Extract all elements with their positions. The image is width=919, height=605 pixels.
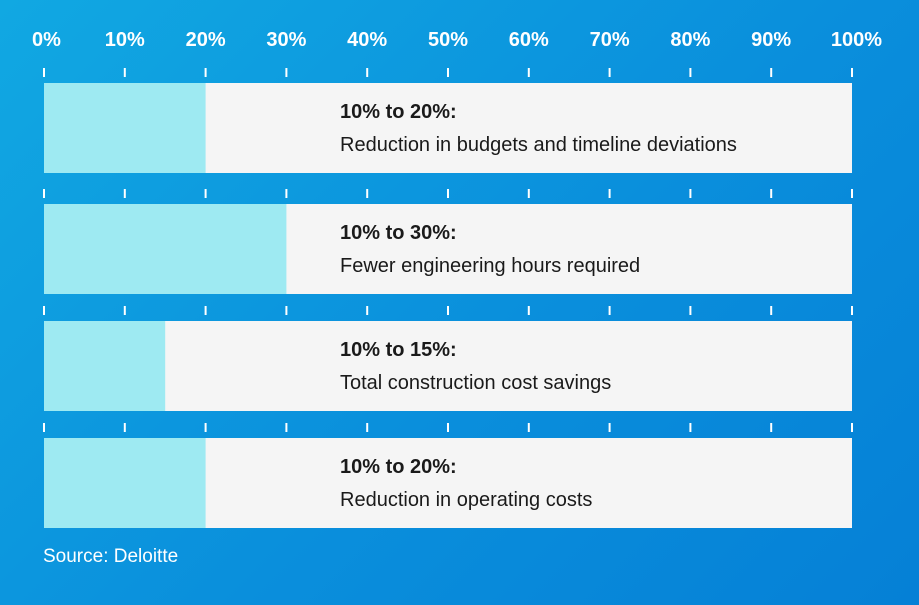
bar-fill: [44, 83, 206, 173]
bar-fill: [44, 204, 287, 294]
bar-track: [44, 321, 852, 411]
bar-description: Fewer engineering hours required: [340, 255, 640, 277]
bar-range-label: 10% to 20%:: [340, 101, 457, 123]
bar-description: Reduction in operating costs: [340, 489, 592, 511]
bar-range-label: 10% to 20%:: [340, 456, 457, 478]
x-tick-label: 10%: [105, 29, 145, 51]
x-tick-label: 30%: [266, 29, 306, 51]
bar-range-label: 10% to 30%:: [340, 222, 457, 244]
x-tick-label: 50%: [428, 29, 468, 51]
x-tick-label: 90%: [751, 29, 791, 51]
bar-description: Reduction in budgets and timeline deviat…: [340, 134, 737, 156]
bar-chart: 0% 10% 20% 30% 40% 50% 60% 70% 80% 90% 100% 10% to …: [32, 29, 882, 528]
x-tick-label: 80%: [670, 29, 710, 51]
x-tick-label: 60%: [509, 29, 549, 51]
x-tick-label: 0%: [32, 29, 61, 51]
x-tick-label: 20%: [186, 29, 226, 51]
x-tick-label: 40%: [347, 29, 387, 51]
bar-fill: [44, 321, 166, 411]
x-tick-label: 70%: [590, 29, 630, 51]
source-note: Source: Deloitte: [43, 546, 179, 567]
bar-range-label: 10% to 15%:: [340, 339, 457, 361]
x-tick-label: 100%: [831, 29, 882, 51]
bar-description: Total construction cost savings: [340, 372, 611, 394]
bar-fill: [44, 438, 206, 528]
